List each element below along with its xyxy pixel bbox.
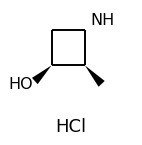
Text: HO: HO <box>8 77 33 92</box>
Text: NH: NH <box>90 13 115 28</box>
Polygon shape <box>32 65 52 84</box>
Polygon shape <box>85 65 105 87</box>
Text: HCl: HCl <box>55 118 87 136</box>
